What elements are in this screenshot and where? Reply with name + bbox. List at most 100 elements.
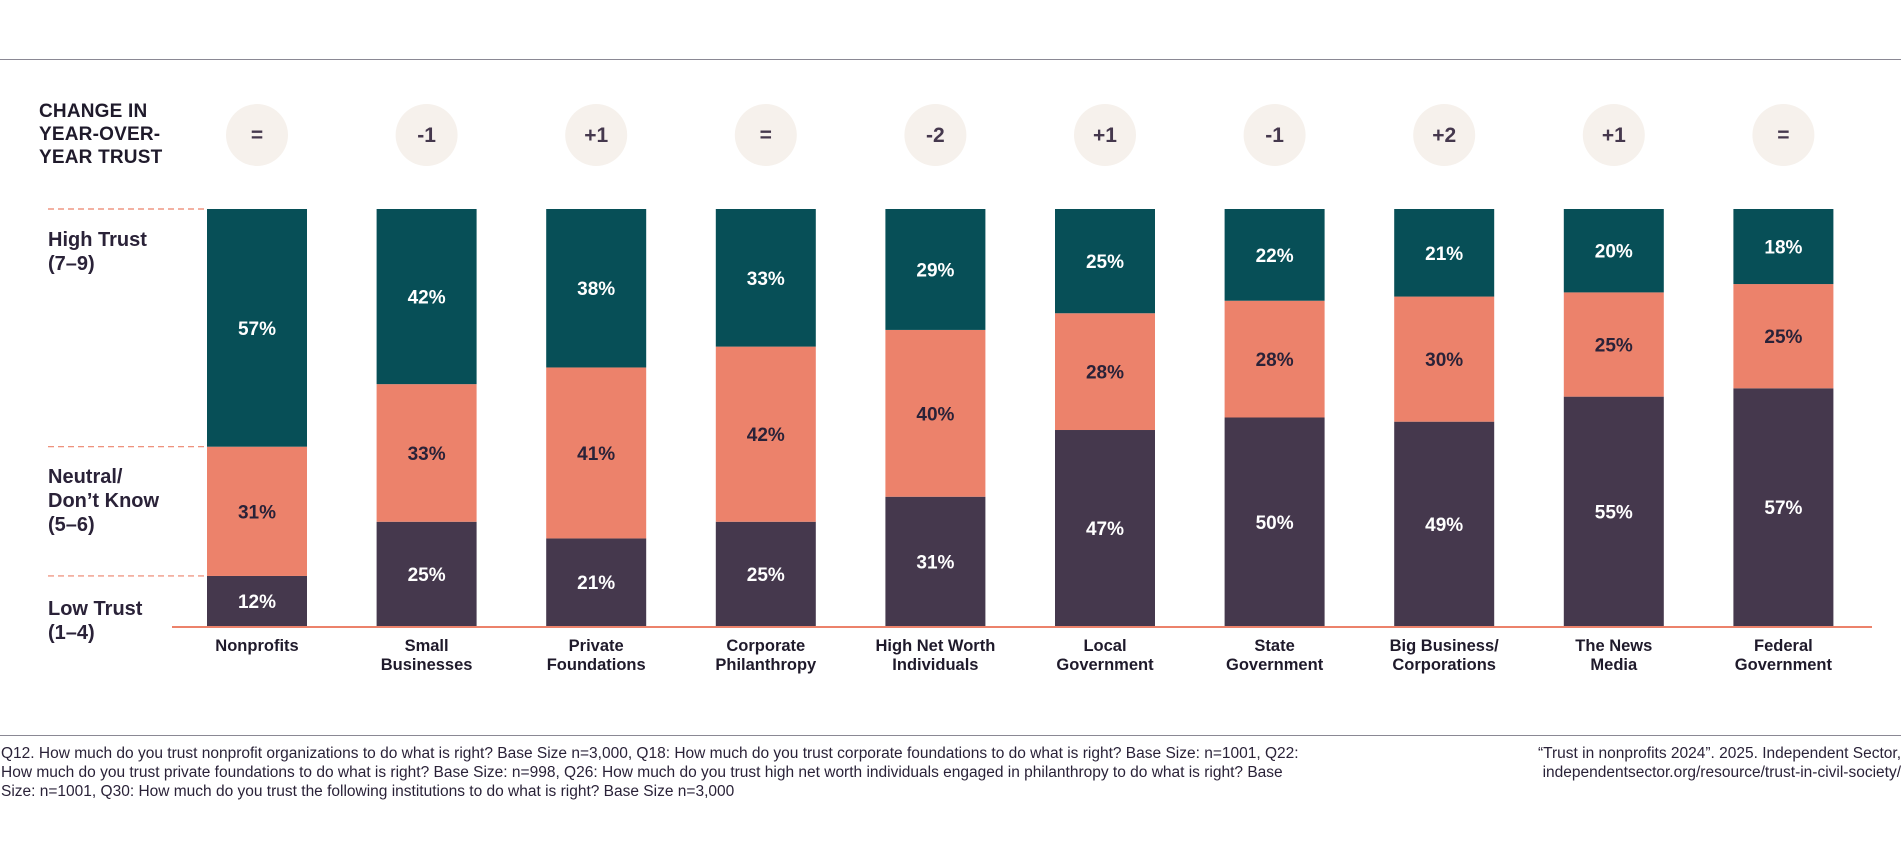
category-label: Foundations	[547, 656, 646, 674]
bar-segment-high	[715, 209, 816, 347]
category-label: Businesses	[381, 656, 473, 674]
data-label-neutral: 41%	[577, 444, 615, 465]
bar-segment-neutral	[1055, 313, 1155, 431]
change-badge	[226, 104, 288, 166]
data-label-high: 25%	[1086, 252, 1124, 273]
bar-segment-neutral	[715, 346, 816, 522]
category-label: Corporations	[1392, 656, 1496, 674]
category-label: Federal	[1754, 637, 1813, 655]
change-badge	[1243, 104, 1306, 166]
data-label-high: 22%	[1256, 246, 1294, 267]
change-value: -1	[417, 124, 436, 147]
change-value: =	[251, 124, 263, 147]
data-label-high: 20%	[1595, 242, 1633, 263]
bar-segment-high	[207, 209, 307, 447]
change-value: +2	[1432, 124, 1456, 147]
data-label-high: 38%	[577, 279, 615, 300]
data-label-high: 18%	[1764, 238, 1802, 259]
bar-segment-low	[376, 521, 477, 626]
category-label: The News	[1575, 637, 1652, 655]
change-value: +1	[1602, 124, 1626, 147]
bar-segment-neutral	[207, 446, 307, 576]
data-label-neutral: 25%	[1595, 336, 1633, 357]
band-label-neutral: Neutral/ Don’t Know (5–6)	[48, 466, 160, 536]
data-label-high: 29%	[916, 260, 954, 281]
band-label-high: High Trust (7–9)	[48, 229, 147, 275]
data-label-low: 12%	[238, 592, 276, 613]
bar-segment-low	[715, 521, 816, 626]
data-label-low: 55%	[1595, 502, 1633, 523]
data-label-low: 49%	[1425, 515, 1463, 536]
bar-segment-low	[1733, 388, 1834, 626]
bar-segment-neutral	[1563, 292, 1664, 397]
data-label-neutral: 25%	[1764, 327, 1802, 348]
bar-segment-low	[885, 496, 986, 626]
category-label: Individuals	[892, 656, 978, 674]
change-value: -2	[926, 124, 945, 147]
data-label-high: 57%	[238, 319, 276, 340]
bar-segment-low	[207, 575, 307, 626]
bar-segment-high	[1224, 209, 1325, 301]
category-label: Small	[405, 637, 449, 655]
stacked-bar-chart: = 12% 31% 57% Nonprofits -1 25% 33% 42% SmallBusi…	[48, 104, 1872, 674]
category-label: High Net Worth	[876, 637, 996, 655]
category-label: Local	[1083, 637, 1126, 655]
bar-segment-low	[1394, 421, 1495, 626]
bar-segment-neutral	[885, 329, 986, 497]
bar-segment-high	[546, 209, 647, 368]
data-label-neutral: 28%	[1256, 350, 1294, 371]
bar-segment-high	[1733, 209, 1834, 285]
bar-segment-high	[885, 209, 986, 330]
data-label-low: 31%	[916, 552, 954, 573]
change-badge	[904, 104, 967, 166]
bar-segment-high	[1563, 209, 1664, 293]
footnote: Q12. How much do you trust nonprofit org…	[1, 745, 1299, 800]
change-badge	[1413, 104, 1476, 166]
category-label: Government	[1735, 656, 1833, 674]
bar-segment-low	[1224, 417, 1325, 626]
change-value: =	[760, 124, 772, 147]
data-label-neutral: 42%	[747, 425, 785, 446]
change-value: +1	[1093, 124, 1117, 147]
category-label: Corporate	[726, 637, 805, 655]
data-label-neutral: 30%	[1425, 350, 1463, 371]
data-label-neutral: 40%	[916, 404, 954, 425]
bar-segment-neutral	[1394, 296, 1495, 422]
data-label-low: 57%	[1764, 498, 1802, 519]
change-badge	[565, 104, 628, 166]
category-label: Government	[1056, 656, 1154, 674]
data-label-high: 33%	[747, 269, 785, 290]
bottom-divider	[0, 735, 1901, 736]
data-label-low: 25%	[747, 565, 785, 586]
bar-segment-neutral	[1733, 284, 1834, 389]
category-label: State	[1254, 637, 1294, 655]
data-label-low: 50%	[1256, 513, 1294, 534]
bar-segment-neutral	[376, 384, 477, 522]
data-label-low: 21%	[577, 573, 615, 594]
bar-segment-neutral	[546, 367, 647, 539]
bar-segment-high	[376, 209, 477, 385]
data-label-high: 21%	[1425, 244, 1463, 265]
category-label: Private	[569, 637, 624, 655]
band-label-low: Low Trust (1–4)	[48, 598, 143, 644]
source-citation: “Trust in nonprofits 2024”. 2025. Indepe…	[1537, 745, 1901, 781]
data-label-low: 25%	[408, 565, 446, 586]
data-label-neutral: 31%	[238, 502, 276, 523]
change-badge	[1582, 104, 1645, 166]
bar-segment-low	[1563, 396, 1664, 626]
change-badge	[734, 104, 797, 166]
data-label-neutral: 33%	[408, 444, 446, 465]
bar-segment-neutral	[1224, 300, 1325, 418]
change-badge	[1074, 104, 1136, 166]
change-badge	[1752, 104, 1815, 166]
category-label: Philanthropy	[715, 656, 817, 674]
data-label-high: 42%	[408, 288, 446, 309]
category-label: Government	[1226, 656, 1324, 674]
category-label: Media	[1590, 656, 1638, 674]
change-badge	[395, 104, 458, 166]
category-label: Nonprofits	[215, 637, 298, 655]
category-label: Big Business/	[1390, 637, 1500, 655]
bar-segment-high	[1055, 209, 1155, 314]
bar-segment-high	[1394, 209, 1495, 297]
change-value: -1	[1265, 124, 1284, 147]
